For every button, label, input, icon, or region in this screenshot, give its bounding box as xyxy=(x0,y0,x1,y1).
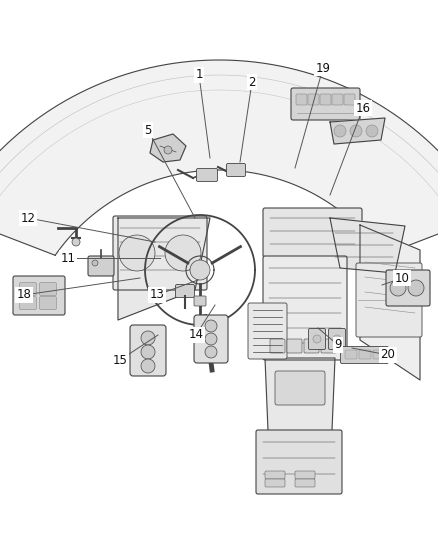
Polygon shape xyxy=(330,218,405,273)
Polygon shape xyxy=(360,225,420,380)
Text: 15: 15 xyxy=(113,353,127,367)
FancyBboxPatch shape xyxy=(20,282,36,295)
Text: 12: 12 xyxy=(21,212,35,224)
FancyBboxPatch shape xyxy=(320,94,331,105)
Circle shape xyxy=(205,333,217,345)
Polygon shape xyxy=(265,358,335,478)
Text: 14: 14 xyxy=(188,328,204,342)
FancyBboxPatch shape xyxy=(13,276,65,315)
FancyBboxPatch shape xyxy=(248,303,287,359)
FancyBboxPatch shape xyxy=(39,282,57,295)
Polygon shape xyxy=(150,134,186,162)
Text: 18: 18 xyxy=(17,288,32,302)
FancyBboxPatch shape xyxy=(197,168,218,182)
FancyBboxPatch shape xyxy=(308,328,325,350)
Polygon shape xyxy=(0,60,438,255)
Circle shape xyxy=(366,125,378,137)
FancyBboxPatch shape xyxy=(328,328,346,350)
Text: 5: 5 xyxy=(144,124,152,136)
FancyBboxPatch shape xyxy=(263,208,362,257)
Circle shape xyxy=(190,260,210,280)
Circle shape xyxy=(313,335,321,343)
Circle shape xyxy=(72,238,80,246)
Text: 20: 20 xyxy=(381,349,396,361)
Circle shape xyxy=(165,235,201,271)
Circle shape xyxy=(141,359,155,373)
FancyBboxPatch shape xyxy=(39,296,57,310)
Text: 1: 1 xyxy=(195,69,203,82)
FancyBboxPatch shape xyxy=(295,471,315,479)
FancyBboxPatch shape xyxy=(265,479,285,487)
FancyBboxPatch shape xyxy=(256,430,342,494)
FancyBboxPatch shape xyxy=(295,479,315,487)
FancyBboxPatch shape xyxy=(373,350,385,359)
Polygon shape xyxy=(330,118,385,144)
FancyBboxPatch shape xyxy=(345,350,357,359)
FancyBboxPatch shape xyxy=(356,263,422,337)
FancyBboxPatch shape xyxy=(386,270,430,306)
Circle shape xyxy=(119,235,155,271)
Circle shape xyxy=(333,335,341,343)
FancyBboxPatch shape xyxy=(304,339,319,353)
Circle shape xyxy=(164,146,172,154)
FancyBboxPatch shape xyxy=(113,216,207,290)
FancyBboxPatch shape xyxy=(194,296,206,306)
FancyBboxPatch shape xyxy=(265,471,285,479)
FancyBboxPatch shape xyxy=(226,164,246,176)
Text: 9: 9 xyxy=(334,338,342,351)
FancyBboxPatch shape xyxy=(20,296,36,310)
Text: 16: 16 xyxy=(356,101,371,115)
FancyBboxPatch shape xyxy=(88,256,114,276)
Text: 19: 19 xyxy=(315,61,331,75)
FancyBboxPatch shape xyxy=(332,94,343,105)
FancyBboxPatch shape xyxy=(359,350,371,359)
FancyBboxPatch shape xyxy=(263,256,347,360)
Text: 10: 10 xyxy=(395,271,410,285)
Circle shape xyxy=(334,125,346,137)
Text: 2: 2 xyxy=(248,76,256,88)
Polygon shape xyxy=(118,218,210,320)
FancyBboxPatch shape xyxy=(176,285,194,297)
Circle shape xyxy=(350,125,362,137)
Circle shape xyxy=(205,346,217,358)
FancyBboxPatch shape xyxy=(287,339,302,353)
Circle shape xyxy=(141,345,155,359)
FancyBboxPatch shape xyxy=(321,339,336,353)
Circle shape xyxy=(92,260,98,266)
FancyBboxPatch shape xyxy=(344,94,355,105)
FancyBboxPatch shape xyxy=(296,94,307,105)
FancyBboxPatch shape xyxy=(130,325,166,376)
Circle shape xyxy=(390,280,406,296)
Circle shape xyxy=(408,280,424,296)
Text: 11: 11 xyxy=(60,252,75,264)
FancyBboxPatch shape xyxy=(270,339,285,353)
Text: 13: 13 xyxy=(149,288,164,302)
FancyBboxPatch shape xyxy=(340,346,389,364)
Circle shape xyxy=(141,331,155,345)
Circle shape xyxy=(205,320,217,332)
FancyBboxPatch shape xyxy=(275,371,325,405)
FancyBboxPatch shape xyxy=(194,315,228,363)
FancyBboxPatch shape xyxy=(291,88,360,120)
FancyBboxPatch shape xyxy=(308,94,319,105)
